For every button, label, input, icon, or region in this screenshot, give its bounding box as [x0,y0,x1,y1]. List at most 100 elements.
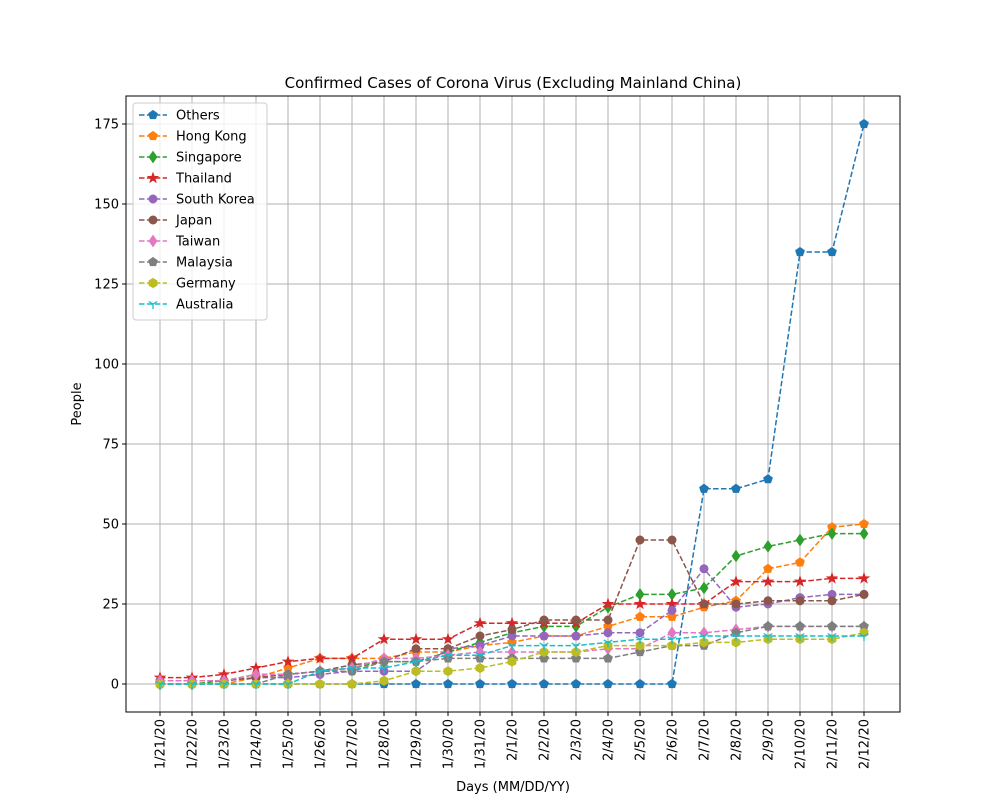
marker [635,611,645,621]
marker [539,646,549,658]
line [160,567,864,682]
marker [441,632,455,645]
marker [795,596,805,606]
x-tick-label: 2/12/20 [858,719,873,769]
y-tick-label: 125 [94,278,119,293]
y-tick-label: 100 [94,358,119,373]
marker [315,668,325,677]
legend-marker [146,171,160,184]
marker [859,518,869,529]
marker [379,675,389,686]
marker [443,678,453,689]
marker [379,656,389,666]
x-tick-label: 1/21/20 [154,719,169,769]
marker [571,631,581,641]
marker [411,658,421,667]
marker [763,596,773,606]
marker [795,621,805,631]
x-tick-label: 2/2/20 [538,719,553,761]
marker [411,678,421,689]
x-tick-label: 2/4/20 [602,719,617,761]
marker [635,636,645,645]
marker [731,483,741,493]
marker [827,632,837,641]
marker [603,653,613,663]
marker [635,640,645,651]
legend-marker [148,300,158,309]
marker [763,632,773,641]
marker [283,669,293,679]
legend-marker [148,194,158,204]
marker [603,678,613,689]
marker [795,557,805,567]
marker [667,640,677,651]
legend-label: Hong Kong [176,130,247,145]
marker [571,653,581,663]
x-tick-label: 1/28/20 [378,719,393,769]
y-tick-label: 25 [102,598,119,613]
line [160,625,864,682]
x-tick-label: 1/22/20 [186,719,201,769]
marker [859,527,869,540]
y-tick-label: 75 [102,438,119,453]
marker [313,651,327,664]
marker [411,644,421,654]
marker [539,642,549,651]
x-tick-label: 1/24/20 [250,719,265,769]
marker [251,680,261,689]
marker [379,664,389,673]
marker [155,680,165,689]
marker [699,581,709,595]
x-tick-label: 2/1/20 [506,719,521,761]
marker [827,621,837,631]
x-tick-label: 1/30/20 [442,719,457,769]
legend-label: Thailand [175,172,232,187]
x-tick-label: 1/25/20 [282,719,297,769]
legend-marker [148,256,158,267]
marker [667,535,677,545]
marker [507,678,517,689]
legend-marker [148,234,158,248]
x-tick-label: 2/6/20 [666,719,681,761]
marker [667,678,677,689]
marker [603,639,613,648]
legend-label: Germany [176,277,236,292]
marker [635,628,645,638]
marker [539,653,549,663]
y-tick-label: 50 [102,518,119,533]
x-tick-label: 2/9/20 [762,719,777,761]
marker [859,118,869,129]
marker [475,631,485,641]
x-tick-label: 2/5/20 [634,719,649,761]
marker [667,636,677,645]
marker [763,474,773,484]
marker [601,597,615,610]
x-tick-label: 1/27/20 [346,719,361,769]
marker [633,597,647,610]
marker [699,637,709,648]
marker [281,655,295,667]
marker [539,615,549,625]
series [155,632,869,689]
marker [443,666,453,677]
legend-marker [148,215,158,225]
x-tick-label: 2/11/20 [826,719,841,769]
marker [795,246,805,257]
legend-label: Singapore [176,151,242,166]
y-axis-label: People [70,382,85,425]
marker [187,680,197,689]
chart-title: Confirmed Cases of Corona Virus (Excludi… [285,74,742,92]
x-tick-label: 1/26/20 [314,719,329,769]
marker [603,615,613,625]
marker [731,549,741,563]
marker [857,571,871,584]
y-tick-label: 175 [94,118,119,133]
line [160,577,864,679]
marker [635,646,645,657]
x-tick-label: 2/8/20 [730,719,745,761]
y-tick-label: 150 [94,198,119,213]
marker [571,615,581,625]
marker [729,575,743,587]
marker [699,599,709,609]
marker [347,678,357,690]
